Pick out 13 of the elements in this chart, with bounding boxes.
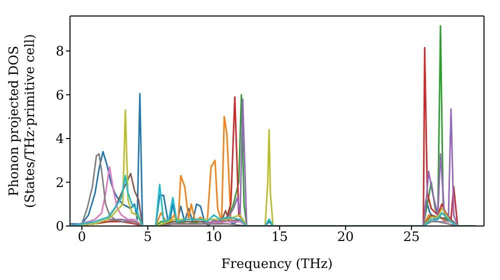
y-tick-label: 4 xyxy=(56,132,64,148)
y-tick-label: 0 xyxy=(56,220,64,235)
x-tick-label: 25 xyxy=(403,230,420,246)
x-tick-label: 10 xyxy=(205,230,222,246)
y-tick-label: 8 xyxy=(56,44,64,60)
y-tick-label: 6 xyxy=(56,88,64,104)
y-tick-label: 2 xyxy=(56,176,64,191)
x-tick-label: 15 xyxy=(271,230,288,246)
x-tick-label: 0 xyxy=(78,230,86,246)
x-axis-title: Frequency (THz) xyxy=(221,257,333,272)
x-tick-label: 20 xyxy=(337,230,354,246)
y-axis-title: Phonon projected DOS (States/THz·primitive cell) xyxy=(7,34,38,208)
x-tick-label: 5 xyxy=(144,230,152,246)
